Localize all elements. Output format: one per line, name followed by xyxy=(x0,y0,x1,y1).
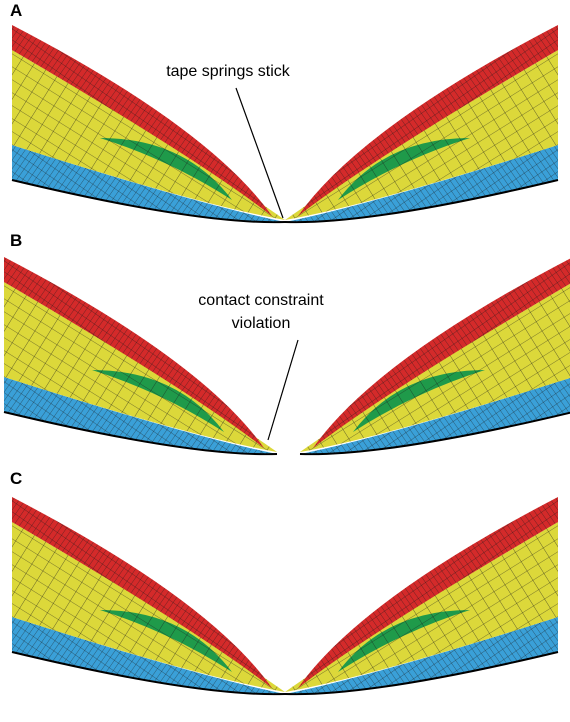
figure: A B C tape springs stick contact constra… xyxy=(0,0,570,717)
panel-label: A xyxy=(10,1,22,20)
panel-a xyxy=(12,25,558,222)
page: A B C tape springs stick contact constra… xyxy=(0,0,570,717)
annotation: violation xyxy=(232,315,291,332)
annotation: contact constraint xyxy=(198,292,324,309)
annotation: tape springs stick xyxy=(166,63,291,80)
panel-b xyxy=(4,257,570,454)
leader-line xyxy=(268,340,298,440)
panel-label: B xyxy=(10,231,22,250)
panel-c xyxy=(12,497,558,694)
panel-label: C xyxy=(10,469,22,488)
